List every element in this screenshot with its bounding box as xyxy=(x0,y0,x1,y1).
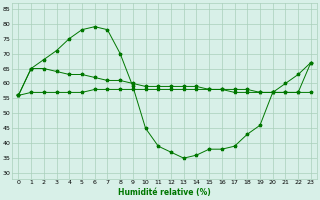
X-axis label: Humidité relative (%): Humidité relative (%) xyxy=(118,188,211,197)
